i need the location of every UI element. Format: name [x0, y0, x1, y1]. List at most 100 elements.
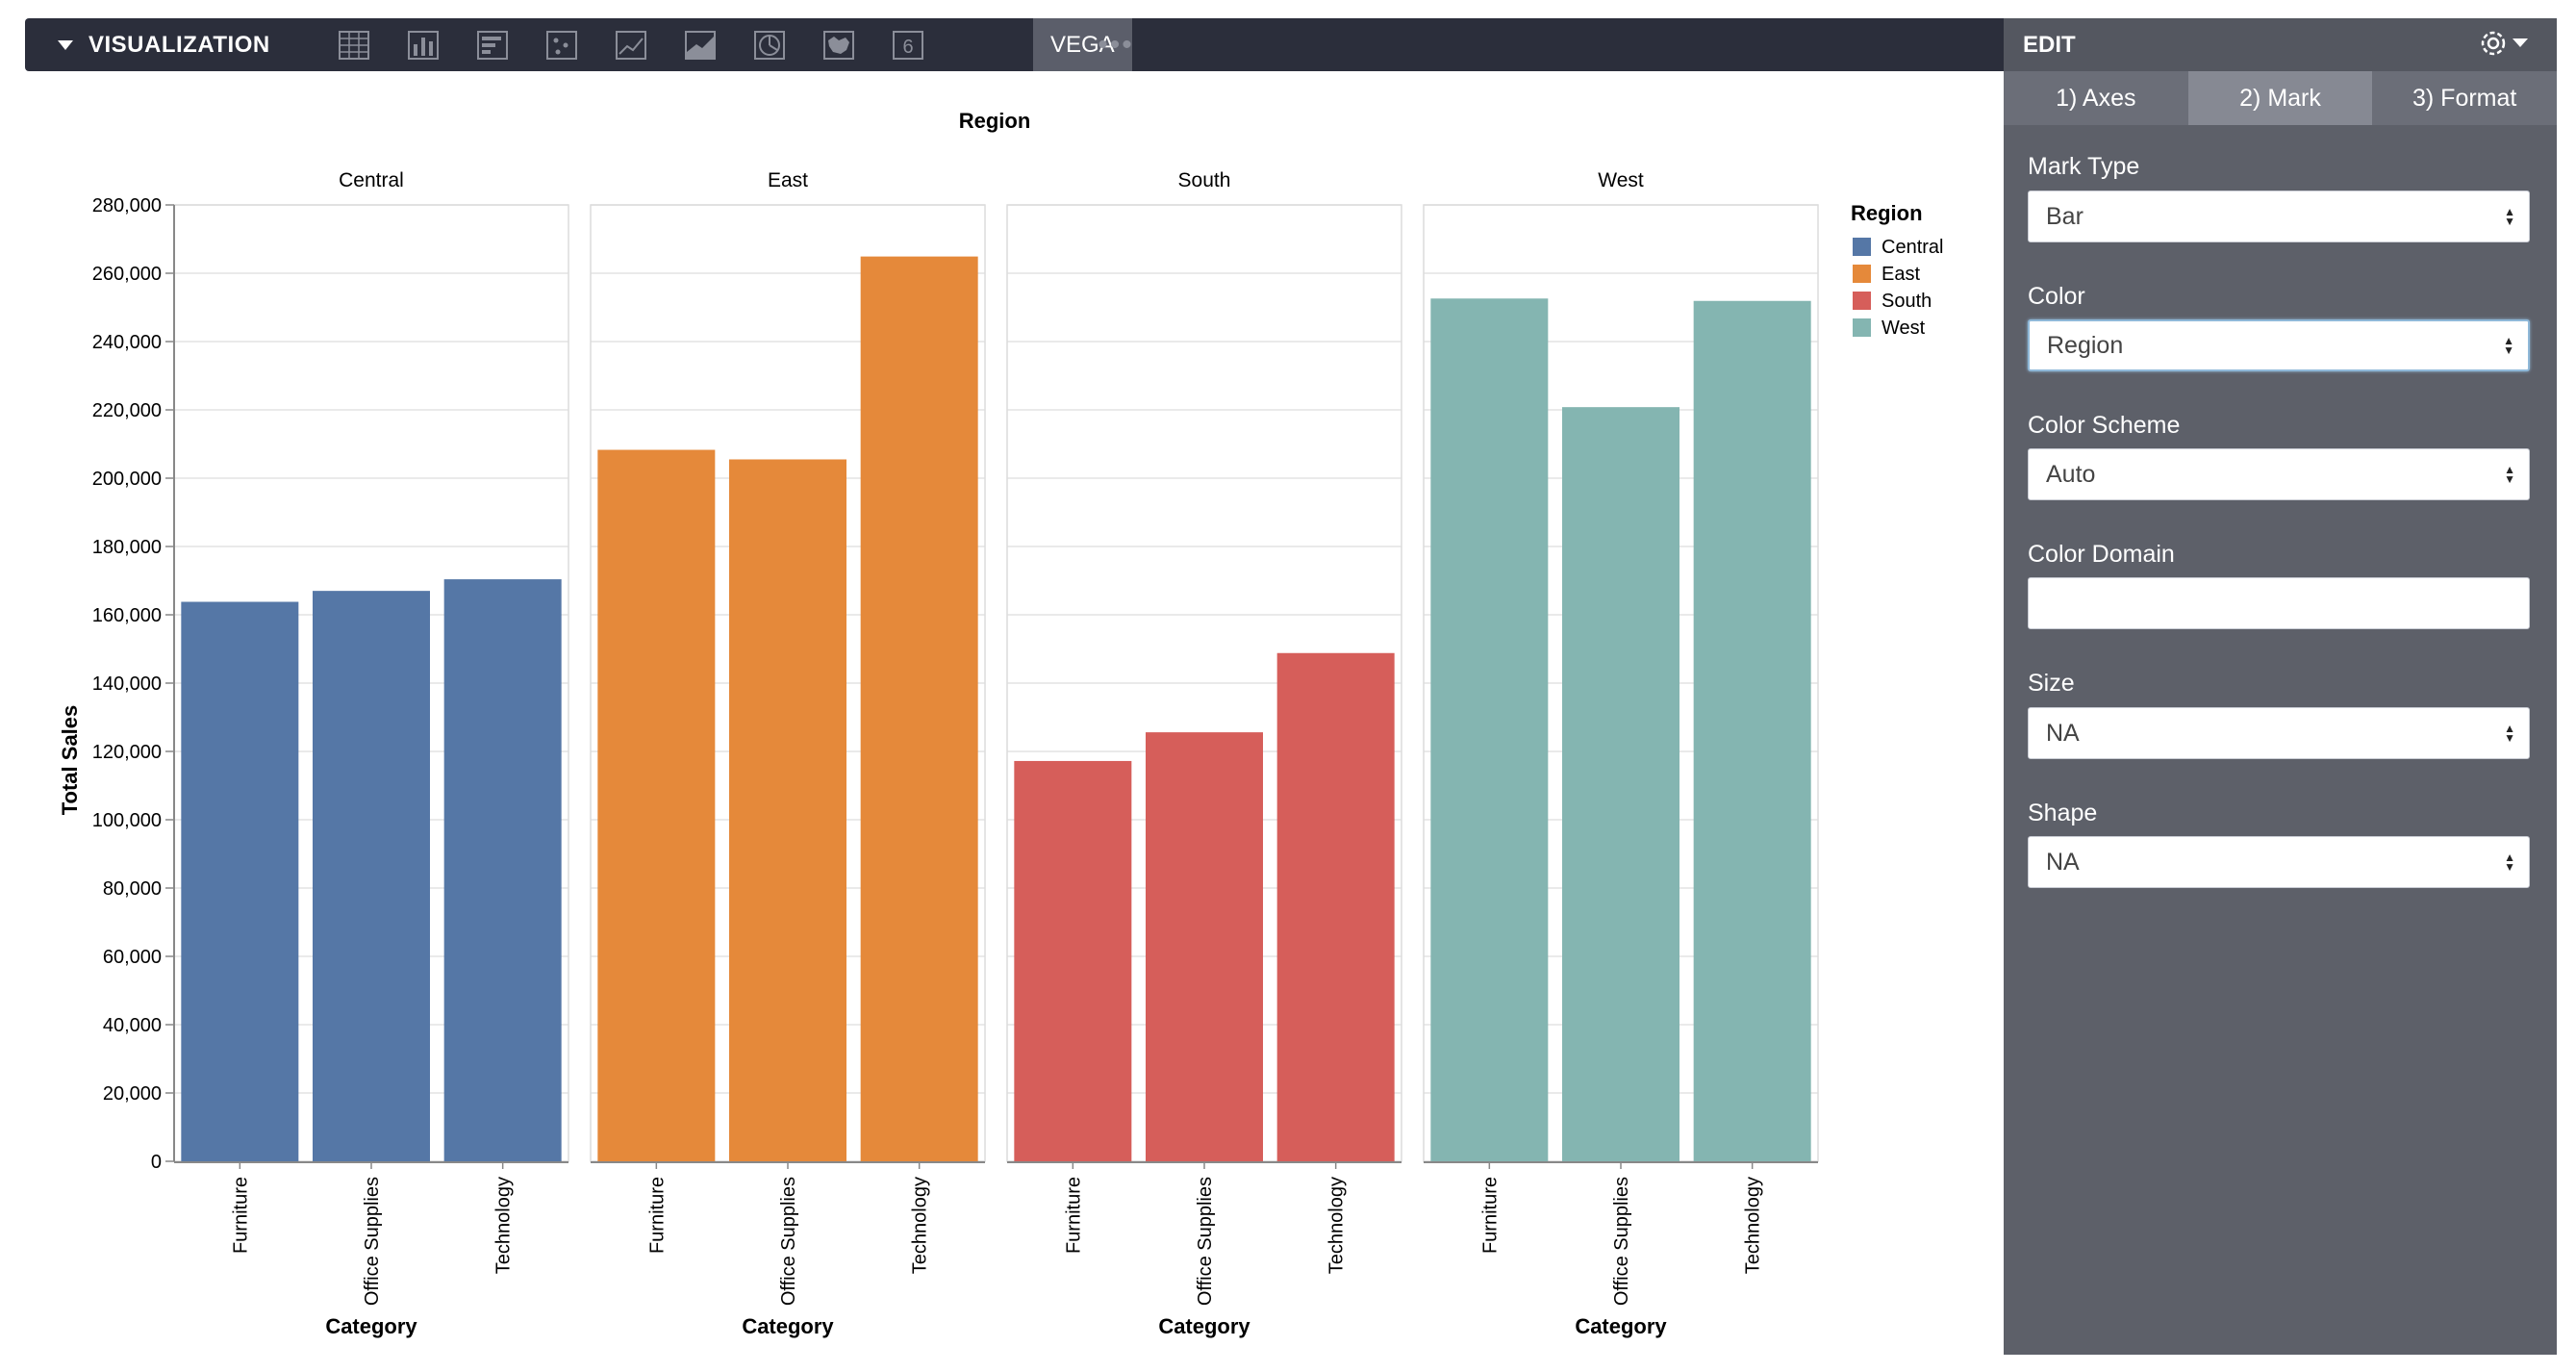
edit-tabs: 1) Axes 2) Mark 3) Format	[2004, 71, 2558, 125]
map-icon	[823, 30, 854, 60]
x-tick-label: Office Supplies	[362, 1177, 383, 1306]
x-axis-label: Category	[742, 1314, 834, 1338]
bar-east-office-supplies	[729, 459, 846, 1162]
facet-east: East Furniture Office Supplies Technology Ca…	[590, 169, 986, 1338]
area-chart-icon	[685, 30, 716, 60]
line-chart-button[interactable]	[608, 18, 654, 71]
facet-west: West Furniture Office Supplies Technology Ca…	[1423, 169, 1819, 1338]
y-tick-label: 160,000	[92, 605, 162, 626]
color-value: Region	[2047, 331, 2124, 359]
size-value: NA	[2046, 719, 2080, 747]
select-arrows-icon: ▲ ▼	[2504, 722, 2515, 745]
mark-type-select[interactable]: Bar ▲ ▼	[2028, 191, 2530, 242]
y-tick-label: 100,000	[92, 810, 162, 831]
visualization-toolbar: VISUALIZATION 6 VEGA •••	[25, 18, 2005, 71]
number-glyph: 6	[902, 37, 913, 58]
visualization-title: VISUALIZATION	[88, 31, 270, 58]
y-tick-label: 180,000	[92, 537, 162, 558]
caret-down-icon	[58, 39, 73, 50]
faceted-bar-chart: Region Central Furniture Office Supplies Te…	[58, 109, 1943, 1338]
color-select[interactable]: Region ▲ ▼	[2028, 319, 2530, 371]
shape-select[interactable]: NA ▲ ▼	[2028, 836, 2530, 888]
y-tick-label: 280,000	[92, 195, 162, 216]
size-label: Size	[2028, 670, 2075, 697]
y-tick-label: 120,000	[92, 742, 162, 763]
y-tick-label: 260,000	[92, 264, 162, 285]
facet-header: Central	[339, 169, 404, 191]
color-domain-label: Color Domain	[2028, 541, 2175, 568]
bar-chart-button[interactable]	[400, 18, 446, 71]
y-axis-label: Total Sales	[58, 705, 82, 816]
size-select[interactable]: NA ▲ ▼	[2028, 707, 2530, 759]
x-axis-label: Category	[1158, 1314, 1250, 1338]
y-tick-label: 40,000	[103, 1015, 162, 1036]
y-tick-label: 140,000	[92, 673, 162, 695]
settings-menu[interactable]	[2478, 28, 2528, 59]
x-tick-label: Technology	[493, 1177, 515, 1274]
bar-south-office-supplies	[1146, 732, 1263, 1161]
bar-central-technology	[443, 579, 562, 1161]
area-chart-button[interactable]	[677, 18, 723, 71]
legend-label-west: West	[1881, 318, 1926, 339]
x-tick-label: Office Supplies	[1611, 1177, 1632, 1306]
bar-west-technology	[1693, 300, 1811, 1161]
color-label: Color	[2028, 283, 2085, 310]
facet-south: South Furniture Office Supplies Technology C…	[1006, 169, 1402, 1338]
pie-chart-button[interactable]	[746, 18, 793, 71]
edit-panel-title: EDIT	[2023, 32, 2076, 58]
mark-type-value: Bar	[2046, 202, 2084, 230]
color-scheme-label: Color Scheme	[2028, 412, 2181, 439]
bar-west-furniture	[1430, 298, 1549, 1161]
tab-axes[interactable]: 1) Axes	[2004, 71, 2188, 125]
pie-chart-icon	[754, 30, 785, 60]
x-tick-label: Furniture	[1063, 1177, 1084, 1254]
y-tick-label: 240,000	[92, 332, 162, 353]
mark-type-label: Mark Type	[2028, 153, 2140, 180]
map-button[interactable]	[816, 18, 862, 71]
number-button[interactable]: 6	[885, 18, 931, 71]
x-tick-label: Office Supplies	[1195, 1177, 1216, 1306]
x-tick-label: Technology	[1743, 1177, 1764, 1274]
tab-mark[interactable]: 2) Mark	[2187, 71, 2373, 125]
color-domain-input[interactable]	[2028, 577, 2530, 629]
x-tick-label: Office Supplies	[778, 1177, 799, 1306]
edit-panel: EDIT 1) Axes 2) Mark 3) Format Mark Type…	[2004, 18, 2558, 1355]
scatter-button[interactable]	[539, 18, 585, 71]
bar-east-furniture	[597, 449, 716, 1161]
bar-chart-icon	[408, 30, 439, 60]
x-tick-label: Technology	[1326, 1177, 1348, 1274]
legend-swatch-east	[1853, 265, 1871, 283]
shape-label: Shape	[2028, 800, 2098, 826]
color-scheme-select[interactable]: Auto ▲ ▼	[2028, 448, 2530, 500]
line-chart-icon	[616, 30, 646, 60]
y-tick-label: 80,000	[103, 878, 162, 900]
tab-format[interactable]: 3) Format	[2372, 71, 2558, 125]
bar-east-technology	[860, 256, 978, 1161]
select-arrows-icon: ▲ ▼	[2504, 851, 2515, 874]
select-arrows-icon: ▲ ▼	[2503, 334, 2514, 357]
legend-swatch-central	[1853, 238, 1871, 256]
visualization-toggle[interactable]: VISUALIZATION	[58, 18, 270, 71]
y-tick-label: 200,000	[92, 469, 162, 490]
shape-value: NA	[2046, 848, 2080, 876]
table-view-button[interactable]	[331, 18, 377, 71]
x-tick-label: Furniture	[646, 1177, 668, 1254]
bar-south-furniture	[1014, 760, 1132, 1161]
vega-tab[interactable]: VEGA	[1033, 18, 1132, 71]
x-tick-label: Furniture	[230, 1177, 251, 1254]
bar-central-office-supplies	[313, 591, 430, 1161]
select-arrows-icon: ▲ ▼	[2504, 463, 2515, 486]
legend-label-central: Central	[1881, 237, 1943, 258]
x-axis-label: Category	[1575, 1314, 1667, 1338]
y-tick-label: 60,000	[103, 947, 162, 968]
select-arrows-icon: ▲ ▼	[2504, 205, 2515, 228]
legend-title: Region	[1851, 201, 1923, 225]
y-tick-label: 20,000	[103, 1083, 162, 1105]
number-icon: 6	[893, 30, 923, 60]
x-axis-label: Category	[325, 1314, 417, 1338]
legend-label-south: South	[1881, 291, 1932, 312]
more-options-icon[interactable]: •••	[1098, 28, 1134, 61]
horizontal-bar-icon	[477, 30, 508, 60]
horizontal-bar-button[interactable]	[469, 18, 516, 71]
facet-header: West	[1598, 169, 1644, 191]
